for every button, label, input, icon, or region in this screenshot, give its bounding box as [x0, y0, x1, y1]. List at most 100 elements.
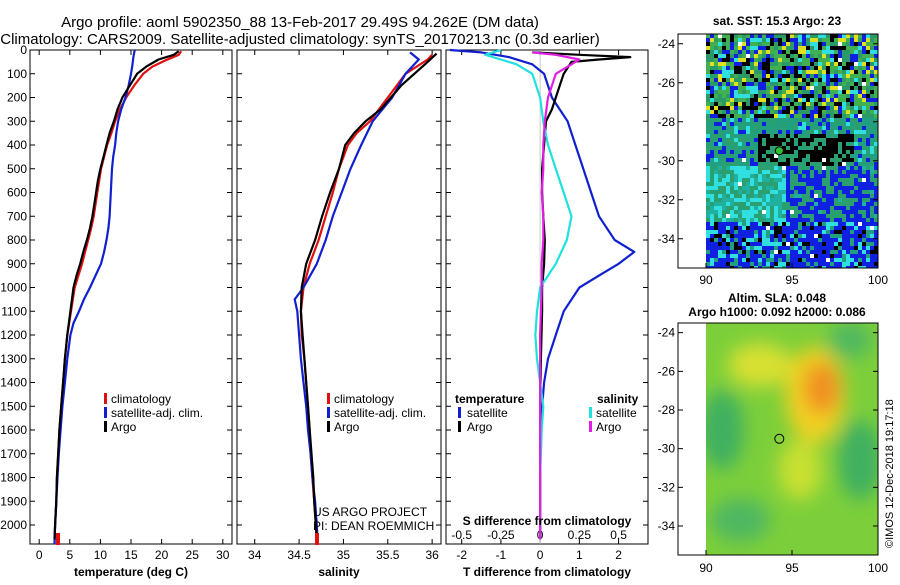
- sst-cell: [874, 78, 878, 82]
- sst-cell: [874, 146, 878, 150]
- sst-cell: [838, 90, 842, 94]
- sst-cell: [762, 178, 766, 182]
- sst-cell: [850, 258, 854, 262]
- sst-cell: [706, 78, 710, 82]
- sst-cell: [790, 114, 794, 118]
- sst-cell: [754, 190, 758, 194]
- sst-cell: [758, 86, 762, 90]
- sst-cell: [726, 106, 730, 110]
- sst-cell: [862, 46, 866, 50]
- sst-cell: [774, 258, 778, 262]
- sst-cell: [754, 150, 758, 154]
- sst-cell: [766, 54, 770, 58]
- sst-cell: [782, 266, 786, 268]
- sst-cell: [842, 238, 846, 242]
- sst-cell: [810, 46, 814, 50]
- sst-cell: [802, 254, 806, 258]
- sst-cell: [754, 226, 758, 230]
- sst-cell: [774, 254, 778, 258]
- sst-cell: [794, 90, 798, 94]
- sst-cell: [794, 262, 798, 266]
- sst-cell: [750, 54, 754, 58]
- sst-cell: [834, 50, 838, 54]
- sst-cell: [734, 58, 738, 62]
- sst-cell: [834, 250, 838, 254]
- sst-cell: [758, 58, 762, 62]
- depth-tick-label: 1400: [0, 376, 27, 390]
- sst-cell: [798, 250, 802, 254]
- sst-cell: [846, 78, 850, 82]
- sst-cell: [766, 234, 770, 238]
- sst-cell: [778, 222, 782, 226]
- sst-cell: [850, 226, 854, 230]
- sst-cell: [766, 126, 770, 130]
- sst-cell: [754, 198, 758, 202]
- sst-cell: [722, 78, 726, 82]
- sst-cell: [730, 90, 734, 94]
- sst-cell: [714, 70, 718, 74]
- sst-cell: [834, 170, 838, 174]
- sst-cell: [750, 162, 754, 166]
- sst-cell: [734, 246, 738, 250]
- sla-low-anomaly-2: [838, 420, 878, 500]
- sst-cell: [818, 118, 822, 122]
- sst-cell: [750, 222, 754, 226]
- sst-cell: [714, 170, 718, 174]
- sst-cell: [774, 142, 778, 146]
- sst-cell: [750, 98, 754, 102]
- sst-cell: [726, 62, 730, 66]
- sst-cell: [718, 58, 722, 62]
- sst-cell: [778, 238, 782, 242]
- sst-cell: [862, 238, 866, 242]
- sst-cell: [874, 186, 878, 190]
- sst-cell: [870, 66, 874, 70]
- sla-heatmap: [706, 323, 878, 555]
- sst-cell: [830, 150, 834, 154]
- sst-cell: [830, 186, 834, 190]
- sst-cell: [842, 254, 846, 258]
- sst-cell: [710, 242, 714, 246]
- x-tick-label: 35: [337, 548, 351, 562]
- sst-cell: [850, 146, 854, 150]
- sst-cell: [718, 194, 722, 198]
- sst-cell: [722, 126, 726, 130]
- sst-cell: [722, 250, 726, 254]
- sst-cell: [822, 210, 826, 214]
- sst-cell: [766, 66, 770, 70]
- sst-cell: [842, 182, 846, 186]
- sst-cell: [714, 150, 718, 154]
- sst-cell: [766, 94, 770, 98]
- sst-cell: [758, 266, 762, 268]
- sst-cell: [770, 70, 774, 74]
- sst-cell: [870, 226, 874, 230]
- sst-cell: [734, 74, 738, 78]
- sst-cell: [730, 146, 734, 150]
- sst-cell: [750, 226, 754, 230]
- sst-cell: [838, 46, 842, 50]
- sst-cell: [722, 266, 726, 268]
- temperature-panel-frame: [29, 49, 233, 545]
- sst-cell: [746, 78, 750, 82]
- sst-cell: [774, 54, 778, 58]
- sst-cell: [754, 106, 758, 110]
- sst-cell: [858, 162, 862, 166]
- sst-cell: [838, 210, 842, 214]
- sst-cell: [726, 182, 730, 186]
- sst-cell: [734, 154, 738, 158]
- sst-cell: [858, 78, 862, 82]
- sst-cell: [858, 50, 862, 54]
- sst-cell: [746, 122, 750, 126]
- sst-cell: [870, 182, 874, 186]
- sst-cell: [718, 82, 722, 86]
- sst-cell: [710, 138, 714, 142]
- sst-cell: [874, 230, 878, 234]
- sst-cell: [810, 174, 814, 178]
- sst-cell: [846, 246, 850, 250]
- sst-cell: [806, 70, 810, 74]
- sst-cell: [786, 198, 790, 202]
- sst-cell: [706, 82, 710, 86]
- sst-cell: [846, 142, 850, 146]
- sst-cell: [810, 182, 814, 186]
- sst-cell: [782, 258, 786, 262]
- sst-cell: [766, 222, 770, 226]
